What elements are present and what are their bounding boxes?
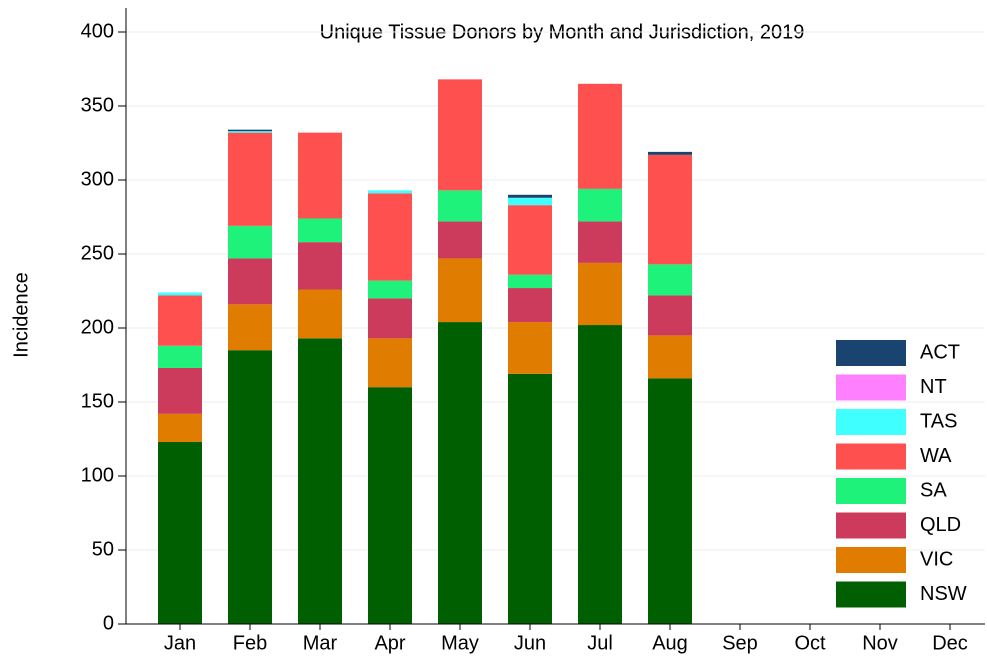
bar-segment	[158, 441, 202, 624]
bar-segment	[648, 154, 692, 265]
y-tick-label: 300	[81, 168, 114, 190]
bar-segment	[508, 288, 552, 323]
x-tick-label: Feb	[233, 632, 267, 654]
y-axis-label: Incidence	[10, 272, 32, 358]
x-tick-label: Jun	[514, 632, 546, 654]
bar-segment	[298, 338, 342, 624]
bar-segment	[228, 225, 272, 259]
legend-label: NT	[920, 376, 947, 398]
bar-segment	[368, 190, 412, 194]
bar-segment	[158, 413, 202, 442]
bar-segment	[228, 350, 272, 624]
y-tick-label: 250	[81, 242, 114, 264]
y-tick-label: 50	[92, 538, 114, 560]
y-tick-label: 350	[81, 94, 114, 116]
bar-segment	[298, 242, 342, 290]
legend-label: TAS	[920, 410, 957, 432]
bar-segment	[228, 131, 272, 133]
bar-segment	[158, 345, 202, 368]
bar-segment	[508, 205, 552, 275]
x-tick-label: Aug	[652, 632, 688, 654]
bar-segment	[438, 190, 482, 222]
bar-segment	[508, 274, 552, 289]
bar-segment	[438, 322, 482, 624]
legend-swatch	[836, 478, 906, 504]
legend-label: QLD	[920, 514, 961, 536]
bar-segment	[368, 298, 412, 339]
bar-segment	[648, 295, 692, 336]
bar-segment	[298, 218, 342, 243]
x-tick-label: Nov	[862, 632, 898, 654]
x-tick-label: Jul	[587, 632, 613, 654]
bar-segment	[228, 132, 272, 226]
x-tick-label: Jan	[164, 632, 196, 654]
bar-segment	[368, 387, 412, 624]
x-tick-label: Mar	[303, 632, 338, 654]
bar-segment	[368, 338, 412, 388]
y-tick-label: 150	[81, 390, 114, 412]
legend-swatch	[836, 443, 906, 470]
legend-swatch	[836, 512, 906, 539]
x-tick-label: Sep	[722, 632, 758, 654]
legend-label: ACT	[920, 341, 960, 363]
y-tick-label: 0	[103, 612, 114, 634]
bar-segment	[298, 132, 342, 219]
legend-swatch	[836, 340, 906, 366]
legend-swatch	[836, 374, 906, 401]
legend-label: VIC	[920, 548, 953, 570]
bar-segment	[158, 292, 202, 296]
bar-segment	[648, 151, 692, 155]
x-tick-label: Oct	[794, 632, 826, 654]
bar-segment	[368, 193, 412, 281]
x-tick-label: Apr	[374, 632, 405, 654]
bar-segment	[228, 258, 272, 305]
bar-segment	[508, 197, 552, 206]
legend-swatch	[836, 547, 906, 573]
bar-segment	[508, 373, 552, 624]
bar-segment	[578, 221, 622, 263]
bar-segment	[438, 258, 482, 323]
bar-segment	[298, 289, 342, 339]
bar-segment	[578, 325, 622, 624]
bar-segment	[228, 129, 272, 132]
y-tick-label: 200	[81, 316, 114, 338]
bar-segment	[648, 378, 692, 624]
y-tick-label: 400	[81, 20, 114, 42]
legend-label: SA	[920, 479, 947, 501]
bar-segment	[508, 322, 552, 374]
x-tick-label: May	[441, 632, 479, 654]
legend-label: WA	[920, 445, 952, 467]
y-tick-label: 100	[81, 464, 114, 486]
bar-segment	[438, 79, 482, 191]
bar-segment	[578, 262, 622, 326]
bar-segment	[648, 264, 692, 296]
bar-segment	[368, 280, 412, 299]
legend-swatch	[836, 581, 906, 608]
bar-segment	[228, 304, 272, 351]
x-tick-label: Dec	[932, 632, 968, 654]
bar-segment	[648, 335, 692, 379]
bar-segment	[438, 221, 482, 259]
bar-segment	[578, 188, 622, 222]
bar-segment	[578, 83, 622, 189]
bar-segment	[158, 367, 202, 414]
bar-segment	[508, 194, 552, 198]
legend-label: NSW	[920, 583, 967, 605]
legend-swatch	[836, 409, 906, 435]
bar-segment	[158, 295, 202, 346]
